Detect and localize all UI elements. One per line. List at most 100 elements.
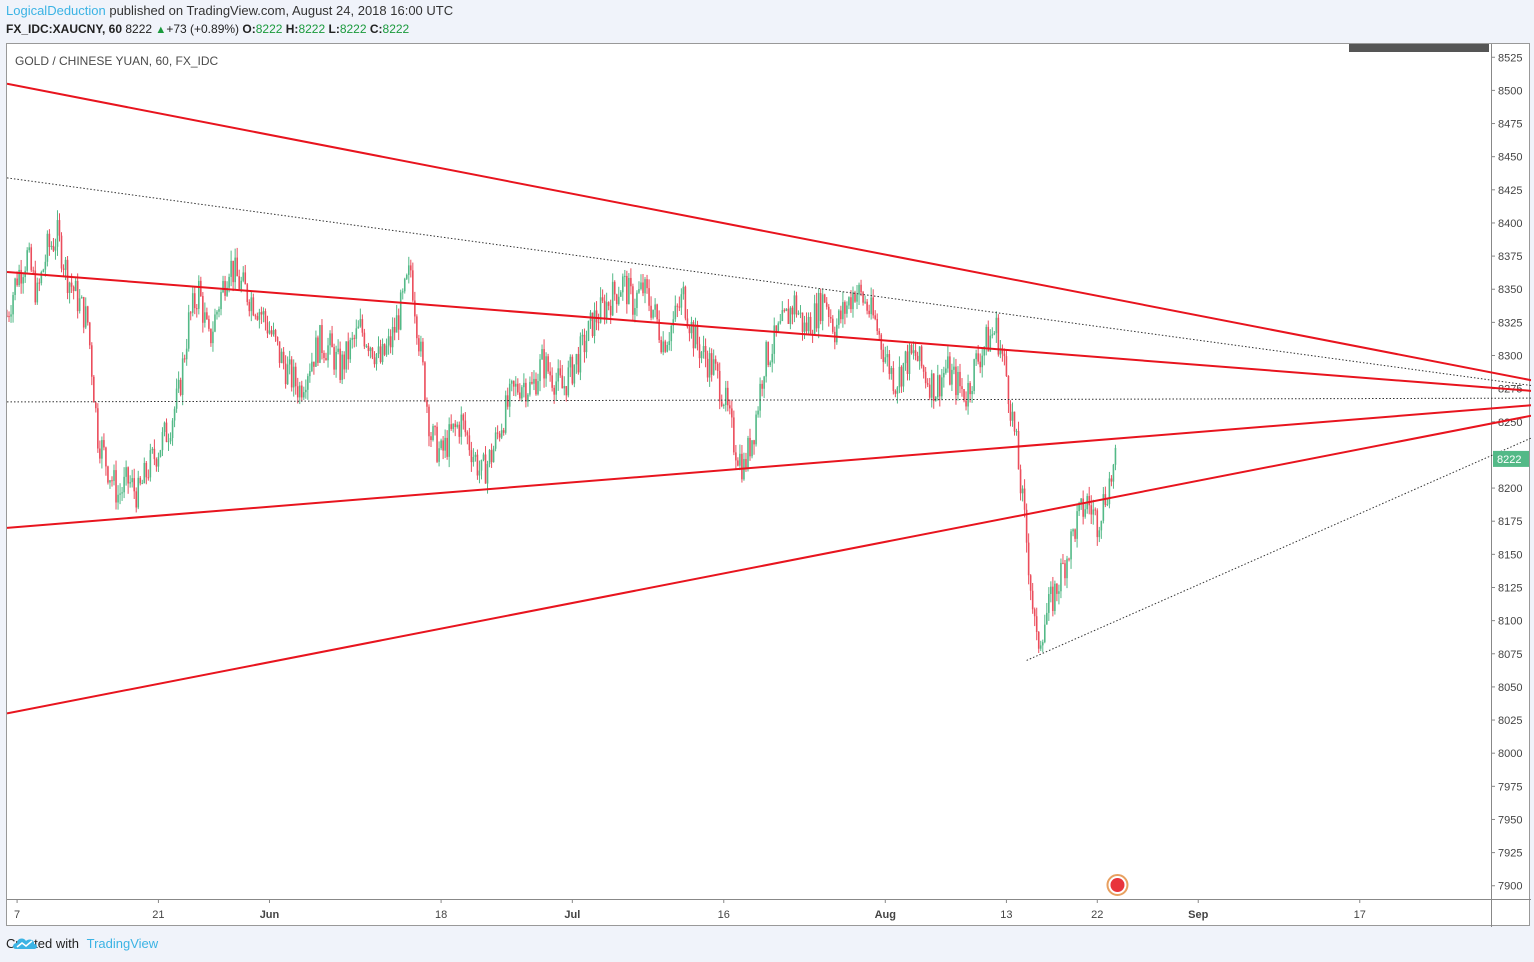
candle-body — [644, 279, 646, 294]
candle-body — [84, 306, 87, 328]
candle-body — [892, 367, 895, 391]
candle-body — [716, 363, 719, 371]
candle-body — [367, 345, 370, 352]
candle-body — [632, 286, 634, 315]
candle-body — [864, 301, 866, 303]
candle-body — [309, 371, 311, 377]
candle-body — [286, 364, 289, 385]
candle-body — [529, 381, 531, 395]
candle-body — [531, 381, 533, 384]
candle-body — [230, 260, 232, 277]
candle-body — [694, 324, 697, 349]
candle-body — [674, 305, 677, 320]
candle-body — [973, 359, 975, 391]
candle-body — [617, 296, 620, 305]
y-tick-label: 8125 — [1498, 582, 1522, 594]
candle-body — [910, 344, 913, 354]
candle-body — [607, 302, 610, 306]
candle-body — [48, 233, 51, 247]
candle-body — [626, 275, 628, 305]
candle-body — [127, 467, 129, 484]
candle-body — [1017, 431, 1020, 470]
x-tick-label: Jun — [260, 909, 280, 921]
trendline-solid — [7, 271, 1531, 392]
candle-body — [1037, 632, 1040, 649]
candle-body — [508, 383, 511, 407]
candle-body — [1033, 609, 1036, 617]
tradingview-link[interactable]: TradingView — [86, 936, 159, 951]
last-price-label: 8222 — [1497, 454, 1521, 466]
candle-body — [1072, 529, 1074, 532]
candle-body — [97, 408, 99, 449]
candle-body — [686, 318, 689, 328]
candle-body — [420, 341, 422, 352]
candle-body — [405, 274, 408, 279]
candle-body — [99, 448, 101, 459]
candle-body — [702, 346, 705, 353]
candle-body — [260, 312, 263, 315]
candle-body — [216, 311, 218, 315]
candle-body — [1110, 478, 1113, 482]
candle-body — [7, 315, 8, 317]
candle-body — [234, 257, 236, 283]
candle-body — [341, 354, 343, 380]
candle-body — [1056, 583, 1058, 594]
candle-body — [1094, 509, 1097, 511]
candle-body — [1025, 509, 1028, 543]
candle-body — [115, 470, 117, 503]
candle-body — [111, 480, 113, 482]
candle-body — [983, 346, 986, 356]
candle-body — [60, 235, 63, 269]
candle-body — [210, 328, 212, 344]
candle-body — [902, 363, 905, 387]
candle-body — [502, 430, 505, 433]
candle-body — [819, 292, 822, 321]
candle-body — [296, 386, 299, 398]
candle-body — [113, 470, 115, 481]
candle-body — [86, 306, 89, 323]
y-tick-label: 8525 — [1498, 52, 1522, 64]
candle-body — [710, 353, 713, 375]
candle-body — [294, 366, 297, 387]
candle-body — [414, 300, 416, 317]
candle-body — [76, 280, 79, 312]
candle-body — [171, 420, 174, 439]
author-link[interactable]: LogicalDeduction — [6, 3, 106, 18]
candle-body — [971, 390, 973, 395]
candle-body — [995, 317, 998, 334]
chart-panel[interactable]: GOLD / CHINESE YUAN, 60, FX_IDC 8525 8500 8… — [6, 43, 1531, 927]
candle-body — [373, 357, 376, 365]
candle-body — [359, 319, 362, 327]
candle-body — [345, 341, 347, 370]
candle-body — [967, 383, 969, 407]
x-tick-label: 17 — [1354, 909, 1366, 921]
candle-body — [401, 291, 404, 293]
candle-body — [58, 220, 61, 236]
candle-body — [250, 297, 253, 312]
candle-body — [737, 460, 739, 466]
candle-body — [613, 281, 616, 295]
candle-body — [523, 382, 525, 388]
candle-body — [963, 389, 965, 401]
candle-body — [799, 312, 802, 314]
y-tick-label: 8350 — [1498, 284, 1522, 296]
candle-body — [137, 477, 140, 508]
candle-body — [236, 257, 238, 277]
y-tick-label: 8400 — [1498, 218, 1522, 230]
candle-body — [543, 349, 545, 379]
candle-body — [389, 336, 392, 348]
candle-body — [577, 354, 580, 373]
candle-body — [40, 272, 43, 284]
footer: Created with TradingView — [6, 936, 158, 951]
candle-body — [200, 280, 202, 297]
candle-body — [167, 441, 170, 443]
candle-body — [282, 351, 285, 364]
candle-body — [1043, 624, 1046, 643]
candles-group — [7, 210, 1117, 653]
candle-body — [924, 371, 927, 384]
high-label: H: — [285, 22, 299, 36]
price-chart[interactable]: GOLD / CHINESE YUAN, 60, FX_IDC 8525 8500 8… — [7, 44, 1531, 927]
candle-body — [860, 284, 862, 293]
candle-body — [1068, 558, 1070, 560]
candle-body — [722, 404, 725, 406]
